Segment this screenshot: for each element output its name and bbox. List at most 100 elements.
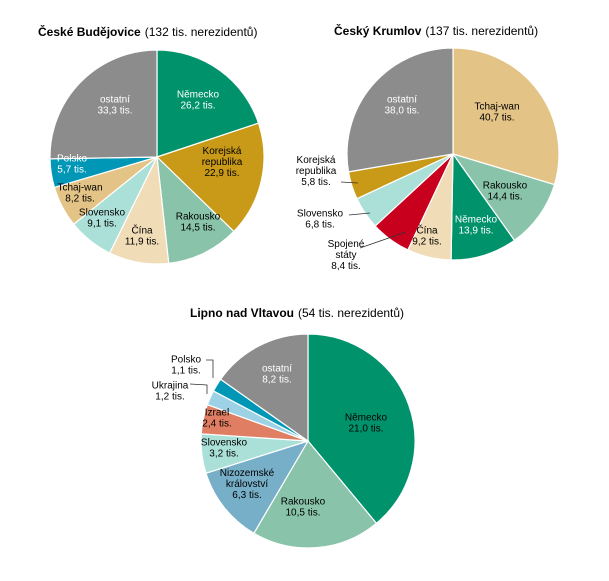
slice-name: Čína bbox=[131, 224, 153, 237]
slice-label-tchaj: Tchaj-wan 40,7 tis. bbox=[474, 102, 519, 124]
slice-name: Tchaj-wan bbox=[474, 102, 519, 113]
chart-subtitle: (137 tis. nerezidentů) bbox=[425, 24, 538, 38]
slice-label-slovensko: Slovensko 6,8 tis. bbox=[297, 209, 344, 231]
slice-value: 1,1 tis. bbox=[171, 366, 200, 377]
pie-slice-tchaj bbox=[452, 47, 560, 186]
leader-line-spojene bbox=[359, 231, 407, 249]
slice-value: 1,2 tis. bbox=[155, 392, 184, 403]
slice-value: 8,2 tis. bbox=[262, 375, 291, 386]
slice-labels: Německo 26,2 tis.Korejská republika 22,9 ti… bbox=[57, 90, 528, 519]
slice-name: Německo bbox=[345, 413, 388, 424]
slice-label-korejska: Korejská republika 22,9 tis. bbox=[202, 146, 243, 179]
slice-value: 9,1 tis. bbox=[87, 219, 116, 230]
slice-label-rakousko: Rakousko 10,5 tis. bbox=[281, 497, 326, 519]
slice-name: státy bbox=[335, 250, 356, 261]
leader-line-korejska bbox=[340, 181, 359, 184]
slice-label-ostatni: ostatní 33,3 tis. bbox=[97, 95, 132, 117]
slice-label-cina: Čína 11,9 tis. bbox=[125, 224, 159, 248]
pie-slice-rakousko bbox=[451, 152, 556, 242]
slice-value: 3,2 tis. bbox=[209, 449, 238, 460]
slice-label-rakousko: Rakousko 14,5 tis. bbox=[176, 212, 221, 234]
slice-value: 9,2 tis. bbox=[412, 237, 441, 248]
pie-slice-nemecko bbox=[156, 49, 260, 158]
slice-name: ostatní bbox=[100, 95, 130, 106]
slice-label-slovensko: Slovensko 3,2 tis. bbox=[201, 438, 248, 460]
chart-title: České Budějovice bbox=[38, 24, 141, 39]
slice-label-korejska: Korejská republika 5,8 tis. bbox=[296, 155, 337, 188]
pie-slice-ostatni bbox=[219, 333, 309, 443]
slice-label-ostatni: ostatní 8,2 tis. bbox=[262, 364, 292, 386]
chart-title: Český Krumlov bbox=[334, 23, 422, 38]
slice-name: Slovensko bbox=[79, 208, 126, 219]
slice-label-nemecko: Německo 13,9 tis. bbox=[455, 215, 498, 237]
slice-value: 5,8 tis. bbox=[301, 177, 330, 188]
slice-name: Nizozemské bbox=[220, 468, 275, 479]
slice-value: 5,7 tis. bbox=[57, 165, 86, 176]
slice-label-cina: Čína 9,2 tis. bbox=[412, 224, 441, 248]
chart-title-ceske-budejovice: České Budějovice (132 tis. nerezidentů) bbox=[38, 24, 257, 39]
slice-value: 8,4 tis. bbox=[331, 261, 360, 272]
slice-value: 2,4 tis. bbox=[202, 419, 231, 430]
slice-name: Polsko bbox=[57, 154, 87, 165]
slice-name: Rakousko bbox=[176, 212, 221, 223]
pie-slice-ostatni bbox=[346, 47, 454, 173]
slice-name: Slovensko bbox=[201, 438, 248, 449]
slice-value: 33,3 tis. bbox=[97, 106, 132, 117]
slice-name: Rakousko bbox=[281, 497, 326, 508]
slice-name: Polsko bbox=[171, 355, 201, 366]
slice-value: 6,3 tis. bbox=[232, 490, 261, 501]
slice-name: Izrael bbox=[205, 408, 229, 419]
slice-name: Slovensko bbox=[297, 209, 344, 220]
slice-value: 14,4 tis. bbox=[487, 192, 522, 203]
pie-slice-korejska bbox=[155, 122, 265, 233]
leader-line-ukrajina bbox=[189, 383, 208, 394]
leader-line-slovensko bbox=[348, 212, 371, 216]
slice-name: Německo bbox=[455, 215, 498, 226]
slice-value: 13,9 tis. bbox=[458, 226, 493, 237]
leader-line-polsko bbox=[206, 359, 214, 378]
slice-label-ostatni: ostatní 38,0 tis. bbox=[384, 95, 419, 117]
slice-name: Korejská bbox=[297, 155, 336, 166]
slice-value: 8,2 tis. bbox=[65, 194, 94, 205]
slice-name: Korejská bbox=[203, 146, 242, 157]
slice-value: 6,8 tis. bbox=[305, 220, 334, 231]
slice-name: republika bbox=[202, 157, 243, 168]
slice-value: 26,2 tis. bbox=[180, 101, 215, 112]
slice-name: ostatní bbox=[387, 95, 417, 106]
slice-label-izrael: Izrael 2,4 tis. bbox=[202, 408, 231, 430]
slice-value: 14,5 tis. bbox=[180, 223, 215, 234]
slice-label-rakousko: Rakousko 14,4 tis. bbox=[483, 181, 528, 203]
pie-slices bbox=[49, 47, 560, 549]
slice-name: Čína bbox=[416, 224, 438, 237]
slice-value: 38,0 tis. bbox=[384, 106, 419, 117]
slice-label-nizozemske: Nizozemské království 6,3 tis. bbox=[220, 468, 275, 501]
chart-title-lipno: Lipno nad Vltavou (54 tis. nerezidentů) bbox=[190, 306, 404, 320]
slice-value: 10,5 tis. bbox=[285, 508, 320, 519]
slice-label-spojene: Spojené státy 8,4 tis. bbox=[328, 239, 365, 272]
chart-subtitle: (54 tis. nerezidentů) bbox=[298, 306, 404, 320]
slice-name: republika bbox=[296, 166, 337, 177]
slice-label-nemecko: Německo 26,2 tis. bbox=[177, 90, 220, 112]
slice-value: 21,0 tis. bbox=[348, 424, 383, 435]
slice-value: 40,7 tis. bbox=[479, 113, 514, 124]
slice-name: ostatní bbox=[262, 364, 292, 375]
slice-name: Rakousko bbox=[483, 181, 528, 192]
pie-slice-rakousko bbox=[156, 155, 235, 265]
slice-value: 22,9 tis. bbox=[204, 168, 239, 179]
slice-label-slovensko: Slovensko 9,1 tis. bbox=[79, 208, 126, 230]
slice-label-polsko: Polsko 5,7 tis. bbox=[57, 154, 87, 176]
slice-name: Německo bbox=[177, 90, 220, 101]
slice-value: 11,9 tis. bbox=[125, 237, 159, 248]
pie-slice-nemecko bbox=[307, 333, 416, 525]
slice-label-polsko: Polsko 1,1 tis. bbox=[171, 355, 201, 377]
slice-name: království bbox=[226, 479, 268, 490]
slice-label-nemecko: Německo 21,0 tis. bbox=[345, 413, 388, 435]
slice-label-ukrajina: Ukrajina 1,2 tis. bbox=[152, 381, 189, 403]
chart-title: Lipno nad Vltavou bbox=[190, 306, 294, 320]
slice-name: Tchaj-wan bbox=[57, 183, 102, 194]
chart-title-cesky-krumlov: Český Krumlov (137 tis. nerezidentů) bbox=[334, 23, 538, 38]
pie-slice-nizozemske bbox=[205, 439, 310, 535]
chart-subtitle: (132 tis. nerezidentů) bbox=[145, 25, 258, 39]
slice-name: Spojené bbox=[328, 239, 365, 250]
